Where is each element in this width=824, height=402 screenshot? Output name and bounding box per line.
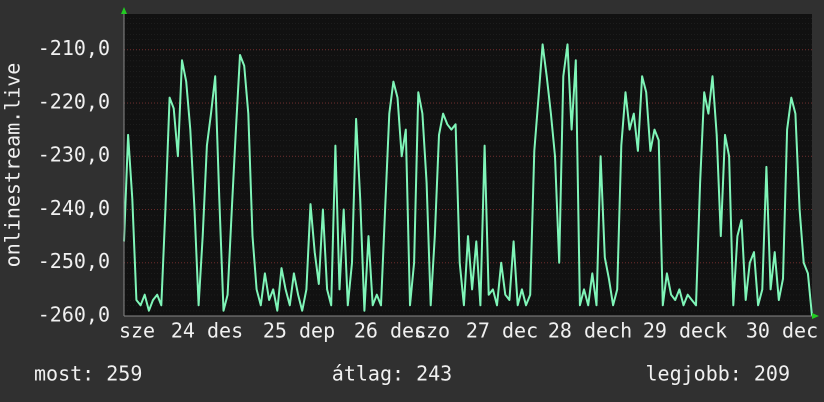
x-arrow (812, 313, 819, 319)
stat-text: legjobb: 209 (646, 362, 791, 386)
x-tick-label: 25 dep (263, 319, 335, 343)
stat-text: most: 259 (34, 362, 142, 386)
x-tick-label: 30 dec (746, 319, 818, 343)
y-tick-label: -260,0 (38, 303, 110, 327)
y-arrow (121, 7, 127, 14)
x-tick-label: sze (119, 319, 155, 343)
y-axis-label: onlinestream.live (1, 63, 25, 268)
x-tick-label: 28 dech (548, 319, 632, 343)
y-tick-label: -230,0 (38, 143, 110, 167)
plot-area (124, 14, 812, 316)
x-tick-label: 27 dec (466, 319, 538, 343)
y-tick-label: -240,0 (38, 196, 110, 220)
y-tick-label: -250,0 (38, 249, 110, 273)
x-tick-label: 24 des (171, 319, 243, 343)
x-tick-label: 29 deck (643, 319, 727, 343)
data-line (123, 43, 813, 317)
x-tick-label: szo (414, 319, 450, 343)
x-tick-label: 26 dec (354, 319, 426, 343)
y-tick-label: -220,0 (38, 89, 110, 113)
y-tick-label: -210,0 (38, 36, 110, 60)
stat-text: átlag: 243 (332, 362, 452, 386)
